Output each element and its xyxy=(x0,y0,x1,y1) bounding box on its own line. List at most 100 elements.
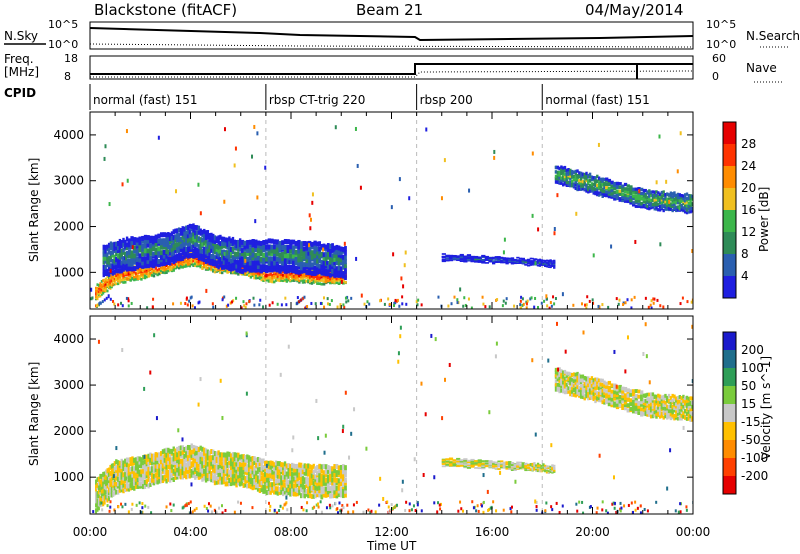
data-cell xyxy=(174,228,177,234)
data-cell xyxy=(314,302,317,306)
data-cell xyxy=(441,253,446,255)
data-cell xyxy=(120,243,123,249)
data-cell xyxy=(285,487,289,493)
data-cell xyxy=(271,273,274,277)
data-cell xyxy=(303,295,306,299)
data-cell xyxy=(151,268,154,272)
data-cell xyxy=(314,488,317,494)
data-cell xyxy=(484,305,487,309)
data-cell xyxy=(215,456,219,462)
data-cell xyxy=(127,278,131,281)
data-cell xyxy=(190,246,193,252)
colorbar-swatch xyxy=(723,144,736,166)
data-cell xyxy=(664,203,667,208)
data-cell xyxy=(102,471,105,477)
data-cell xyxy=(185,225,188,231)
data-cell xyxy=(273,489,276,495)
data-cell xyxy=(237,470,240,476)
data-cell xyxy=(558,166,561,171)
data-cell xyxy=(684,206,687,211)
data-cell xyxy=(248,247,253,253)
data-cell xyxy=(553,467,556,470)
data-cell xyxy=(561,171,565,175)
data-cell xyxy=(615,185,620,189)
data-cell xyxy=(387,297,390,301)
data-cell xyxy=(127,473,131,479)
data-cell xyxy=(233,243,236,249)
data-cell xyxy=(181,445,184,451)
data-cell xyxy=(579,389,583,394)
data-cell xyxy=(316,485,319,491)
data-cell xyxy=(302,262,306,268)
data-cell xyxy=(258,488,262,494)
data-cell xyxy=(112,463,115,469)
data-cell xyxy=(333,481,337,487)
data-cell xyxy=(621,198,625,203)
data-cell xyxy=(157,250,161,256)
data-cell xyxy=(594,180,597,185)
data-cell xyxy=(183,259,186,262)
data-cell xyxy=(104,244,107,250)
data-cell xyxy=(504,301,507,305)
data-cell xyxy=(337,282,341,286)
data-cell xyxy=(282,491,285,497)
data-cell xyxy=(147,456,150,462)
data-cell xyxy=(176,474,179,480)
data-cell xyxy=(176,471,179,477)
data-cell xyxy=(650,306,653,309)
data-cell xyxy=(135,237,140,243)
data-cell xyxy=(448,255,454,258)
data-cell xyxy=(100,285,103,289)
data-cell xyxy=(188,461,192,467)
data-cell xyxy=(195,257,199,260)
data-cell xyxy=(331,275,334,279)
data-cell xyxy=(203,264,206,267)
data-cell xyxy=(685,197,689,201)
data-cell xyxy=(260,278,263,282)
data-cell xyxy=(282,273,285,277)
data-cell xyxy=(453,295,456,299)
data-cell xyxy=(125,470,129,476)
data-cell xyxy=(285,463,289,469)
data-cell xyxy=(516,259,520,262)
data-cell xyxy=(103,156,106,161)
data-cell xyxy=(116,253,120,259)
data-cell xyxy=(533,468,536,471)
data-cell xyxy=(563,165,567,170)
data-cell xyxy=(572,174,576,179)
data-cell xyxy=(452,255,457,258)
data-cell xyxy=(551,468,554,471)
data-cell xyxy=(588,393,592,398)
data-cell xyxy=(280,279,283,282)
data-cell xyxy=(212,455,215,461)
data-cell xyxy=(578,373,581,378)
data-cell xyxy=(278,480,281,486)
data-cell xyxy=(240,268,245,274)
data-cell xyxy=(206,472,210,479)
data-cell xyxy=(296,478,299,484)
data-cell xyxy=(107,256,111,262)
data-cell xyxy=(143,462,147,468)
data-cell xyxy=(208,468,211,474)
data-cell xyxy=(605,177,609,181)
data-cell xyxy=(660,203,664,207)
data-cell xyxy=(521,257,525,260)
data-cell xyxy=(240,239,245,245)
data-cell xyxy=(594,377,597,382)
data-cell xyxy=(248,255,253,261)
data-cell xyxy=(174,242,177,248)
data-cell xyxy=(188,241,192,247)
data-cell xyxy=(560,371,563,376)
data-cell xyxy=(106,471,109,477)
data-cell xyxy=(538,259,542,262)
data-cell xyxy=(221,298,224,302)
data-cell xyxy=(215,476,219,482)
data-cell xyxy=(301,468,305,474)
data-cell xyxy=(322,480,326,486)
data-cell xyxy=(254,247,258,253)
data-cell xyxy=(162,232,166,238)
data-cell xyxy=(231,236,235,242)
data-cell xyxy=(204,235,208,241)
data-cell xyxy=(100,492,103,498)
data-cell xyxy=(576,371,579,376)
